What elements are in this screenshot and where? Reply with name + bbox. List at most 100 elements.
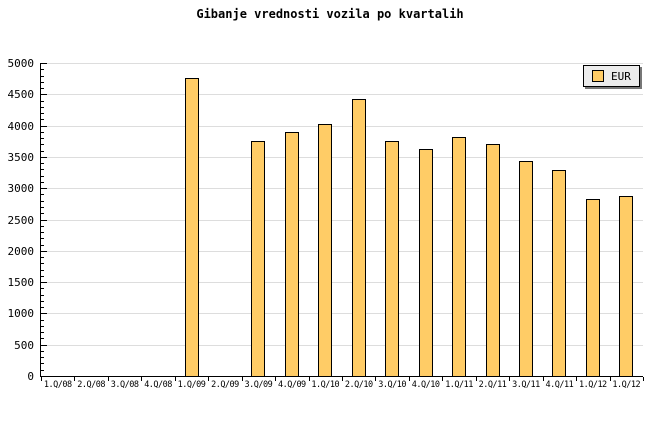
x-tick	[576, 377, 577, 381]
y-tick	[41, 94, 47, 95]
x-tick	[208, 377, 209, 381]
y-tick-minor	[41, 207, 44, 208]
gridline	[41, 251, 643, 252]
y-tick-label: 1500	[7, 276, 35, 289]
gridline	[41, 345, 643, 346]
y-tick	[41, 313, 47, 314]
y-tick-minor	[41, 338, 44, 339]
x-tick-label: 1.Q/12	[612, 380, 641, 390]
y-tick	[41, 126, 47, 127]
y-tick-minor	[41, 101, 44, 102]
gridline	[41, 282, 643, 283]
plot-area: 0 500 1000 1500 2000 2500 3000 3500 4000 4500 5000…	[8, 58, 644, 390]
gridline	[41, 188, 643, 189]
y-tick-minor	[41, 82, 44, 83]
y-tick-minor	[41, 138, 44, 139]
x-tick	[375, 377, 376, 381]
legend-swatch-eur	[592, 70, 604, 82]
legend: EUR	[583, 65, 640, 87]
x-tick	[409, 377, 410, 381]
gridline	[41, 313, 643, 314]
bar	[452, 137, 466, 376]
y-tick-minor	[41, 301, 44, 302]
gridline	[41, 94, 643, 95]
x-tick	[141, 377, 142, 381]
y-tick-minor	[41, 182, 44, 183]
y-tick-minor	[41, 119, 44, 120]
gridline	[41, 220, 643, 221]
x-tick	[476, 377, 477, 381]
y-tick-minor	[41, 332, 44, 333]
y-tick-minor	[41, 363, 44, 364]
y-tick-minor	[41, 113, 44, 114]
y-tick	[41, 251, 47, 252]
y-tick-minor	[41, 88, 44, 89]
bar	[251, 141, 265, 376]
x-tick	[175, 377, 176, 381]
y-tick	[41, 376, 47, 377]
y-tick-minor	[41, 76, 44, 77]
y-tick-minor	[41, 232, 44, 233]
y-tick-minor	[41, 326, 44, 327]
y-tick-minor	[41, 257, 44, 258]
y-tick-minor	[41, 270, 44, 271]
y-tick-minor	[41, 351, 44, 352]
x-tick-label: 1.Q/09	[177, 380, 206, 390]
bar	[486, 144, 500, 376]
x-tick-label: 1.Q/10	[311, 380, 340, 390]
y-tick	[41, 157, 47, 158]
x-tick	[442, 377, 443, 381]
y-tick-label: 5000	[7, 57, 35, 70]
y-tick-minor	[41, 176, 44, 177]
y-tick-minor	[41, 213, 44, 214]
y-tick-label: 2500	[7, 214, 35, 227]
x-tick	[41, 377, 42, 381]
bar	[586, 199, 600, 376]
y-tick-label: 4000	[7, 120, 35, 133]
y-tick-minor	[41, 263, 44, 264]
x-tick-label: 2.Q/10	[344, 380, 373, 390]
bar	[352, 99, 366, 376]
y-tick	[41, 63, 47, 64]
y-tick-minor	[41, 163, 44, 164]
y-tick-label: 1000	[7, 307, 35, 320]
gridline	[41, 126, 643, 127]
x-tick-label: 2.Q/09	[211, 380, 239, 390]
y-tick-minor	[41, 151, 44, 152]
x-tick	[108, 377, 109, 381]
y-tick-label: 0	[27, 370, 34, 383]
y-tick-label: 3000	[7, 182, 35, 195]
gridline	[41, 157, 643, 158]
y-tick-minor	[41, 320, 44, 321]
y-tick-minor	[41, 194, 44, 195]
y-tick-minor	[41, 307, 44, 308]
chart-title: Gibanje vrednosti vozila po kvartalih	[196, 7, 464, 21]
y-tick-label: 3500	[7, 151, 35, 164]
x-tick-label: 2.Q/11	[478, 380, 507, 390]
x-tick	[643, 377, 644, 381]
y-tick-minor	[41, 169, 44, 170]
x-tick-label: 3.Q/09	[244, 380, 273, 390]
x-tick-label: 3.Q/10	[378, 380, 407, 390]
y-tick-minor	[41, 245, 44, 246]
x-tick-label: 2.Q/08	[77, 380, 106, 390]
bar	[619, 196, 633, 376]
bar	[519, 161, 533, 376]
y-tick-minor	[41, 357, 44, 358]
y-tick-minor	[41, 276, 44, 277]
x-tick-label: 4.Q/09	[277, 380, 306, 390]
y-tick-minor	[41, 226, 44, 227]
y-tick-label: 4500	[7, 88, 35, 101]
x-tick	[610, 377, 611, 381]
y-tick	[41, 282, 47, 283]
y-tick-minor	[41, 288, 44, 289]
bar	[385, 141, 399, 376]
y-tick	[41, 220, 47, 221]
bar	[552, 170, 566, 376]
y-tick-minor	[41, 370, 44, 371]
x-tick	[309, 377, 310, 381]
x-tick-label: 1.Q/12	[578, 380, 607, 390]
x-tick-label: 3.Q/11	[512, 380, 540, 390]
x-tick-label: 1.Q/08	[43, 380, 72, 390]
